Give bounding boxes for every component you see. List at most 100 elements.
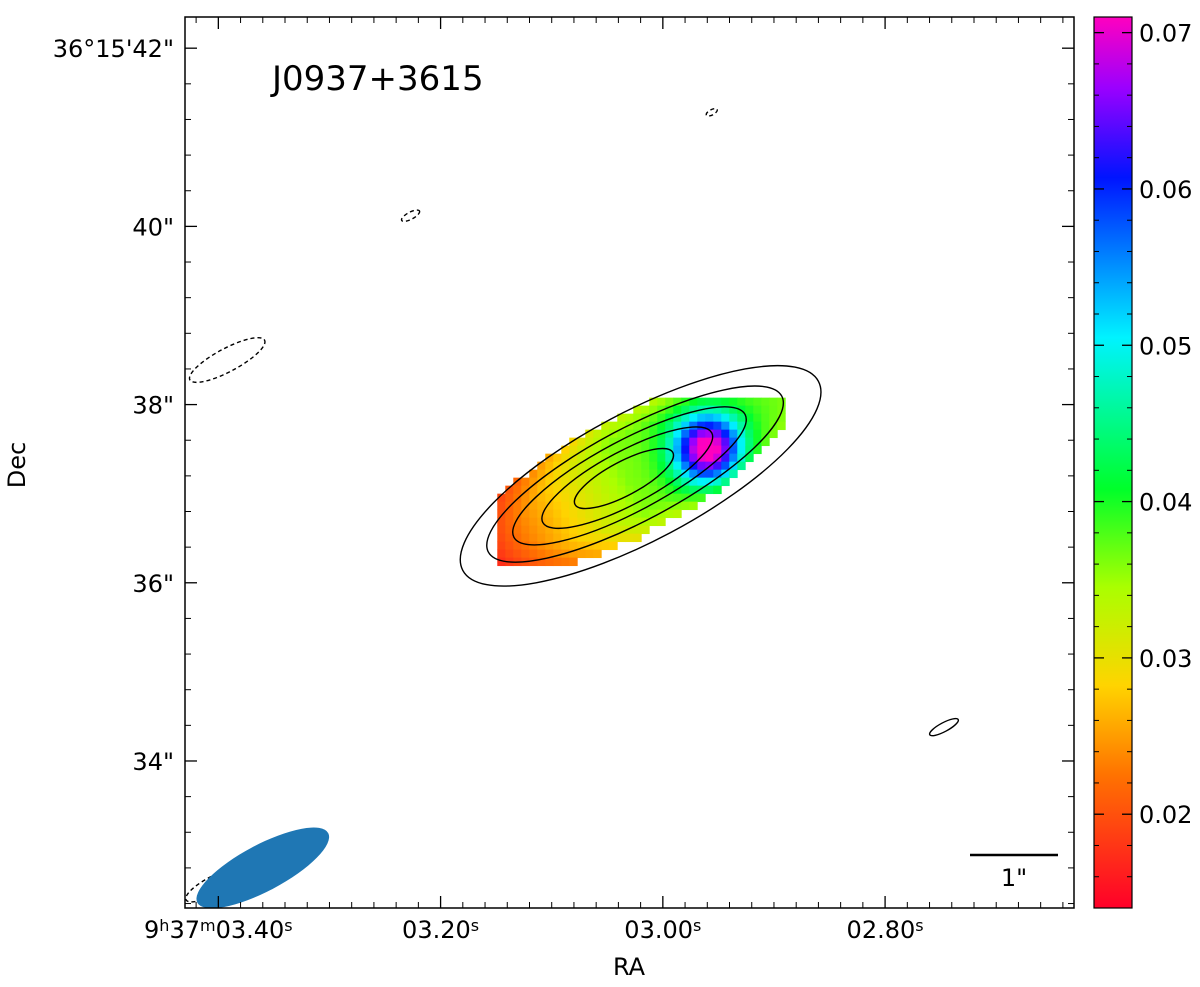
contour-level-2 — [486, 385, 785, 563]
heatmap-pixel — [713, 445, 722, 455]
heatmap-pixel — [569, 557, 578, 567]
heatmap-pixel — [553, 541, 562, 551]
heatmap-pixel — [505, 509, 514, 519]
heatmap-pixel — [713, 405, 722, 415]
heatmap-pixel — [593, 469, 602, 479]
heatmap-pixel — [497, 525, 506, 535]
heatmap-pixel — [705, 413, 714, 423]
heatmap-pixel — [713, 397, 722, 407]
heatmap-pixel — [537, 469, 546, 479]
heatmap-pixel — [633, 493, 642, 503]
heatmap-pixel — [665, 509, 674, 519]
heatmap-pixel — [545, 533, 554, 543]
heatmap-pixel — [505, 533, 514, 543]
heatmap-pixel — [641, 485, 650, 495]
heatmap-pixel — [617, 517, 626, 527]
heatmap-pixel — [561, 517, 570, 527]
contour-level-5 — [573, 447, 675, 510]
heatmap-pixel — [649, 485, 658, 495]
heatmap-pixel — [569, 445, 578, 455]
heatmap-pixel — [705, 405, 714, 415]
beam — [196, 827, 330, 908]
heatmap-pixel — [537, 493, 546, 503]
heatmap-pixel — [681, 485, 690, 495]
heatmap-pixel — [689, 485, 698, 495]
heatmap-pixel — [705, 485, 714, 495]
heatmap-pixel — [649, 413, 658, 423]
heatmap-pixel — [553, 493, 562, 503]
heatmap-pixel — [497, 501, 506, 511]
heatmap-pixel — [537, 485, 546, 495]
heatmap-pixel — [593, 501, 602, 511]
heatmap-pixel — [753, 445, 762, 455]
heatmap-pixel — [721, 453, 730, 463]
heatmap-pixel — [593, 453, 602, 463]
heatmap-pixel — [753, 437, 762, 447]
heatmap-pixel — [561, 461, 570, 471]
heatmap-pixel — [513, 501, 522, 511]
heatmap-pixel — [617, 429, 626, 439]
contour-level-4 — [541, 426, 714, 530]
heatmap-pixel — [633, 525, 642, 535]
heatmap-pixel — [737, 421, 746, 431]
negative-contour — [705, 107, 718, 117]
heatmap-pixel — [713, 485, 722, 495]
heatmap-pixel — [729, 421, 738, 431]
heatmap-pixel — [729, 453, 738, 463]
heatmap-pixel — [689, 469, 698, 479]
heatmap-pixel — [689, 501, 698, 511]
heatmap-pixel — [753, 397, 762, 407]
y-axis-label: Dec — [3, 442, 31, 488]
heatmap-pixel — [657, 437, 666, 447]
heatmap-pixel — [537, 549, 546, 559]
heatmap-pixel — [529, 509, 538, 519]
colorbar-tick-label: 0.06 — [1139, 176, 1192, 204]
heatmap-pixel — [625, 477, 634, 487]
heatmap-pixel — [745, 413, 754, 423]
heatmap-pixel — [553, 469, 562, 479]
heatmap-pixel — [545, 461, 554, 471]
heatmap-pixel — [529, 517, 538, 527]
heatmap-pixel — [617, 461, 626, 471]
heatmap-pixel — [513, 493, 522, 503]
heatmap-pixel — [641, 477, 650, 487]
heatmap-pixel — [609, 485, 618, 495]
heatmap-pixel — [577, 509, 586, 519]
heatmap-pixel — [745, 421, 754, 431]
heatmap-pixel — [577, 549, 586, 559]
colorbar-frame — [1093, 16, 1133, 909]
heatmap-pixel — [545, 477, 554, 487]
heatmap-pixel — [689, 477, 698, 487]
heatmap-pixel — [585, 485, 594, 495]
heatmap-pixel — [609, 517, 618, 527]
heatmap-pixel — [665, 421, 674, 431]
heatmap-pixel — [641, 501, 650, 511]
flux-contours — [185, 107, 960, 903]
heatmap-pixel — [713, 453, 722, 463]
heatmap-pixel — [633, 453, 642, 463]
heatmap-pixel — [497, 493, 506, 503]
heatmap-pixel — [601, 525, 610, 535]
heatmap-pixel — [721, 421, 730, 431]
heatmap-pixel — [577, 501, 586, 511]
heatmap-pixel — [497, 509, 506, 519]
heatmap-pixel — [689, 429, 698, 439]
heatmap-pixel — [529, 557, 538, 567]
heatmap-pixel — [625, 533, 634, 543]
heatmap-pixel — [617, 413, 626, 423]
heatmap-pixel — [649, 509, 658, 519]
heatmap-pixel — [657, 493, 666, 503]
heatmap-pixel — [633, 477, 642, 487]
heatmap-pixel — [545, 517, 554, 527]
heatmap-pixel — [657, 453, 666, 463]
heatmap-pixel — [697, 461, 706, 471]
heatmap-pixel — [713, 421, 722, 431]
heatmap-pixel — [497, 533, 506, 543]
heatmap-pixel — [673, 509, 682, 519]
heatmap-pixel — [601, 429, 610, 439]
heatmap-pixel — [681, 453, 690, 463]
heatmap-pixel — [585, 533, 594, 543]
heatmap-pixel — [609, 461, 618, 471]
heatmap-pixel — [641, 445, 650, 455]
heatmap-pixel — [721, 437, 730, 447]
